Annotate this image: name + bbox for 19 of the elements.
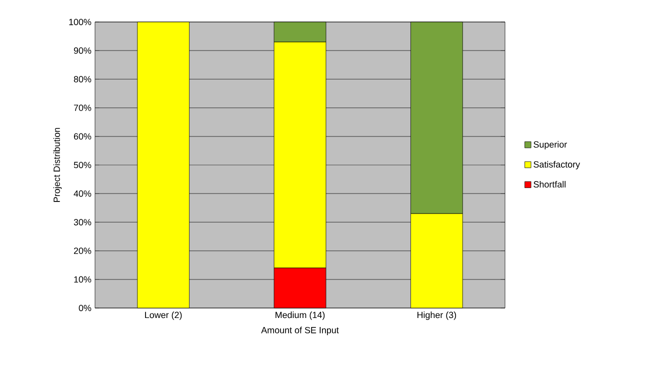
y-tick-label: 0% — [78, 304, 92, 312]
y-tick-label: 30% — [74, 219, 92, 226]
y-tick-label: 90% — [74, 47, 92, 54]
y-tick-label: 20% — [74, 248, 92, 254]
x-tick-label: Lower (2) — [145, 312, 182, 320]
legend-label: Shortfall — [534, 180, 566, 188]
y-tick-label: 40% — [74, 190, 92, 197]
y-tick-label: 50% — [74, 162, 92, 168]
y-tick-label: 80% — [74, 76, 92, 82]
legend-label: Satisfactory — [534, 161, 580, 170]
y-tick-label: 10% — [74, 276, 92, 283]
y-tick-label: 70% — [74, 104, 92, 111]
y-axis-title: Project Distribution — [53, 128, 62, 202]
legend-label: Superior — [534, 141, 567, 150]
x-tick-label: Higher (3) — [417, 312, 456, 320]
x-tick-label: Medium (14) — [276, 312, 325, 320]
y-tick-label: 60% — [74, 133, 92, 140]
x-axis-title: Amount of SE Input — [261, 326, 339, 336]
y-tick-label: 100% — [69, 18, 92, 26]
